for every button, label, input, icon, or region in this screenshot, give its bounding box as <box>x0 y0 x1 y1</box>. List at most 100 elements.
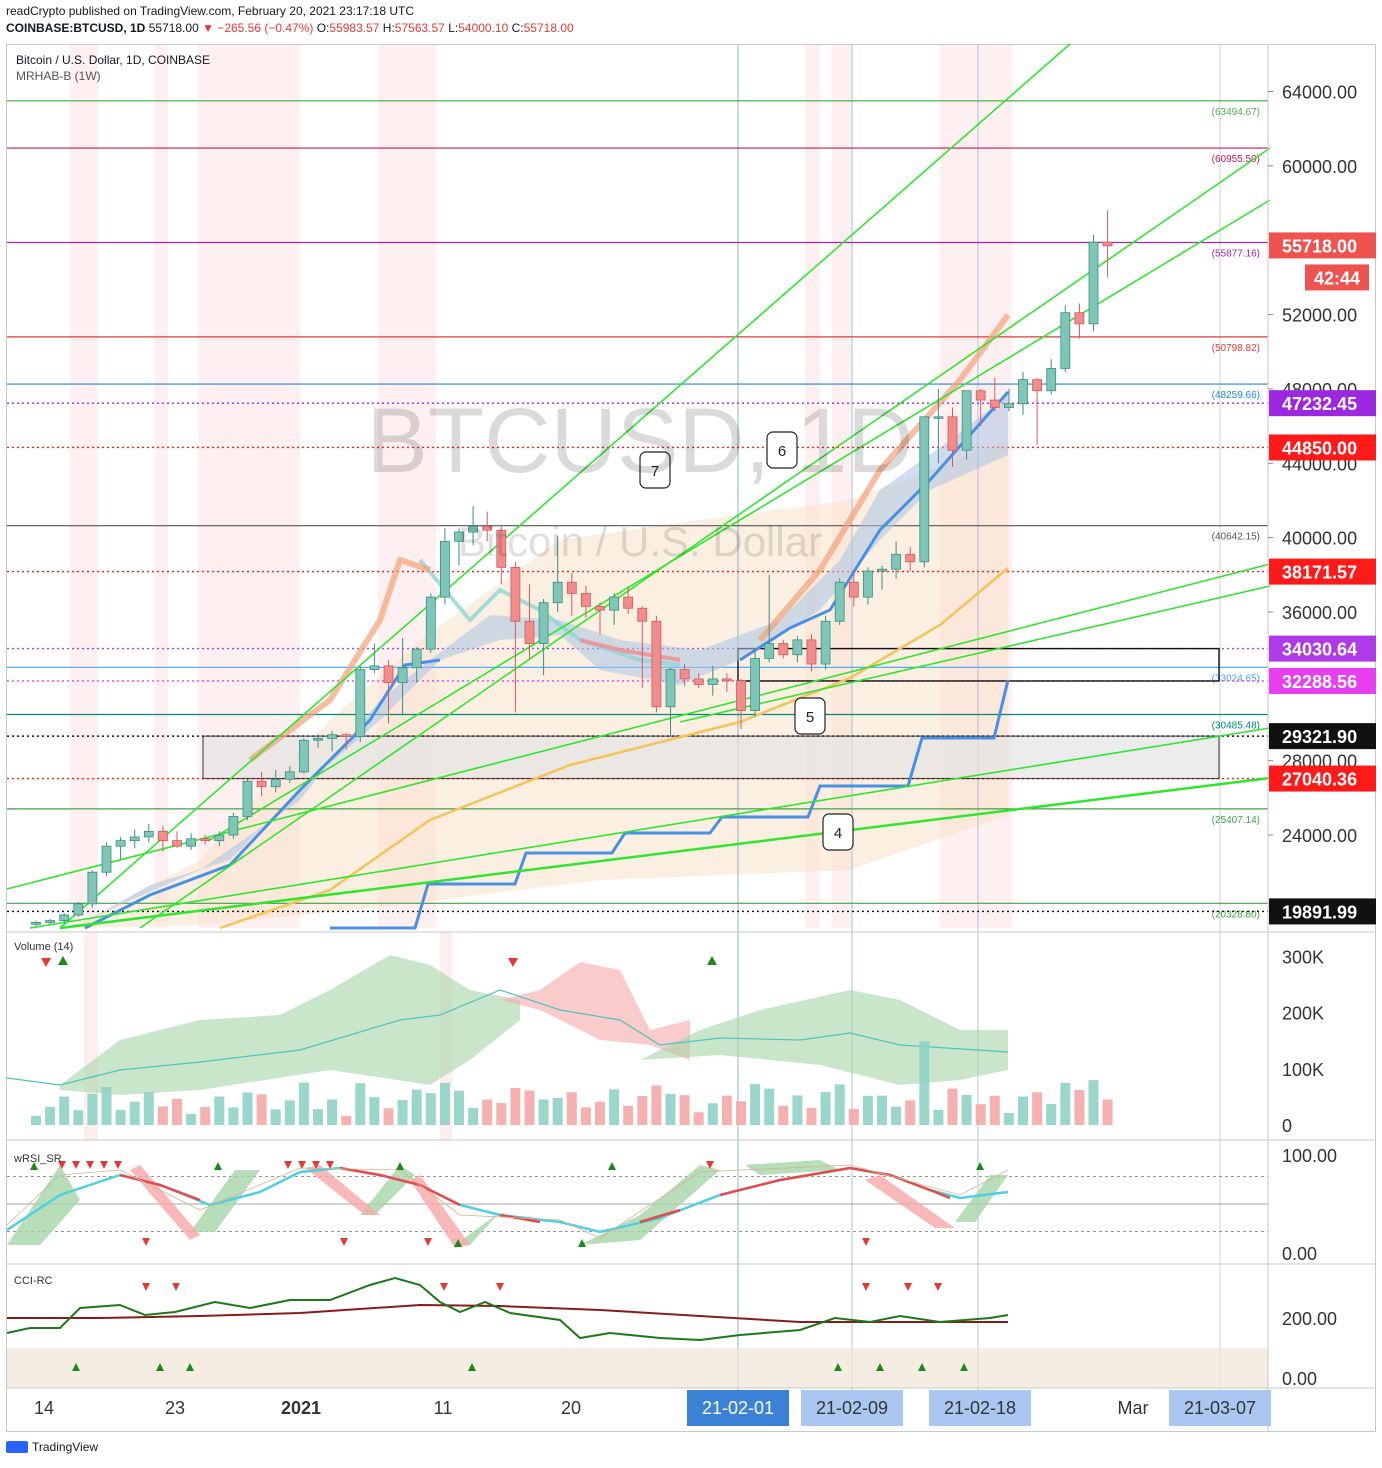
rsi-signal-8 <box>298 1161 306 1169</box>
price-label-bg-1 <box>1269 390 1376 417</box>
callout-label-7: 7 <box>651 463 659 480</box>
volume-bar-65 <box>947 1088 958 1125</box>
rsi-thin-line <box>6 1164 1009 1239</box>
blue-ma-1 <box>84 658 441 930</box>
candle-body-6 <box>115 840 126 847</box>
price-label-text-2: 44850.00 <box>1282 438 1357 458</box>
x-tick-8: Mar <box>1118 1398 1149 1418</box>
candle-32 <box>482 511 493 542</box>
candle-14 <box>228 812 239 839</box>
rsi-signal-13 <box>706 1161 714 1169</box>
volume-bar-0 <box>31 1115 41 1125</box>
volume-bar-6 <box>115 1110 126 1125</box>
candle-body-38 <box>566 581 577 594</box>
candle-body-0 <box>31 922 41 925</box>
level-label-2: (55877.16) <box>1212 248 1260 259</box>
cci-signal-4 <box>862 1283 870 1291</box>
candle-11 <box>186 833 197 850</box>
candle-body-73 <box>1060 312 1071 369</box>
wrsi-pane-title: wRSI_SR <box>13 1153 62 1165</box>
volume-bar-46 <box>679 1095 690 1125</box>
candle-body-4 <box>87 871 98 905</box>
price-change: ▼ −265.56 (−0.47%) <box>202 21 314 35</box>
price-label-bg-7 <box>1269 765 1376 792</box>
candle-59 <box>863 567 873 605</box>
volume-bar-73 <box>1060 1082 1071 1125</box>
rsi-signal-14 <box>976 1162 984 1170</box>
callout-7: 7 <box>639 451 671 489</box>
tradingview-brand: TradingView <box>32 1440 99 1454</box>
rsi-signal-15 <box>142 1238 150 1246</box>
volume-bar-47 <box>693 1112 704 1125</box>
candle-65 <box>947 407 958 467</box>
candle-37 <box>552 535 563 612</box>
volume-bar-39 <box>580 1107 591 1125</box>
volume-bar-52 <box>764 1088 775 1125</box>
candle-45 <box>665 667 676 737</box>
cci-signal-0 <box>142 1283 150 1291</box>
candle-body-55 <box>806 639 817 665</box>
rsi-signal-3 <box>86 1161 94 1169</box>
last-price: 55718.00 <box>148 21 199 35</box>
volume-bar-57 <box>834 1084 845 1125</box>
price-label-4: 34030.64 <box>1269 635 1376 662</box>
y-tick-label-8: 24000.00 <box>1282 826 1357 846</box>
rsi-signal-19 <box>578 1239 586 1247</box>
volume-bar-16 <box>256 1094 267 1125</box>
x-tick-label-8: Mar <box>1118 1398 1149 1418</box>
candle-25 <box>383 660 394 724</box>
bg-shade-1 <box>155 45 168 928</box>
candle-31 <box>468 506 479 546</box>
candle-body-22 <box>341 734 352 737</box>
candle-71 <box>1032 377 1042 445</box>
candle-body-43 <box>637 607 648 622</box>
candle-5 <box>101 842 112 876</box>
symbol: COINBASE:BTCUSD, 1D <box>6 21 146 35</box>
price-label-text-3: 38171.57 <box>1282 563 1357 583</box>
candle-35 <box>524 584 535 659</box>
volume-bar-11 <box>186 1113 197 1125</box>
candle-body-31 <box>468 526 479 533</box>
high-value: 57563.57 <box>394 21 445 35</box>
candle-body-9 <box>157 830 168 842</box>
rsi-signal-16 <box>340 1238 348 1246</box>
candle-body-36 <box>538 602 549 644</box>
level-label-7: (30485.48) <box>1212 720 1260 731</box>
volume-bar-58 <box>848 1108 859 1125</box>
candle-body-3 <box>73 903 84 916</box>
candle-47 <box>693 673 704 689</box>
candle-76 <box>1102 210 1113 278</box>
candle-body-7 <box>129 836 140 842</box>
candle-15 <box>242 779 253 821</box>
candle-62 <box>905 546 916 572</box>
candle-body-30 <box>454 531 464 542</box>
candle-body-66 <box>961 390 972 451</box>
candle-73 <box>1060 305 1071 373</box>
rsi-signal-17 <box>424 1238 432 1246</box>
volume-bar-37 <box>552 1097 563 1125</box>
cci-line <box>6 1276 1009 1342</box>
candle-38 <box>566 572 577 616</box>
candle-body-24 <box>369 665 380 671</box>
candle-63 <box>919 416 930 568</box>
cci-signal-5 <box>904 1283 912 1291</box>
candle-body-46 <box>679 669 690 680</box>
volume-bar-5 <box>101 1086 112 1125</box>
candle-48 <box>707 665 718 696</box>
orange-ma <box>219 567 1009 930</box>
price-label-text-1: 47232.45 <box>1282 394 1357 414</box>
candle-46 <box>679 664 690 687</box>
candle-body-68 <box>989 399 1000 408</box>
candle-body-62 <box>905 553 916 563</box>
cci-signal-11 <box>834 1363 842 1371</box>
level-label-9: (20328.80) <box>1212 909 1260 920</box>
candle-66 <box>961 390 972 460</box>
rsi-line-red <box>119 1166 951 1224</box>
volume-bar-4 <box>87 1093 98 1125</box>
volume-bar-20 <box>313 1109 323 1125</box>
cci-signal-9 <box>186 1363 194 1371</box>
vol-signal-3 <box>707 956 717 965</box>
rsi-red-fills <box>130 1165 955 1248</box>
candle-body-41 <box>609 596 619 611</box>
